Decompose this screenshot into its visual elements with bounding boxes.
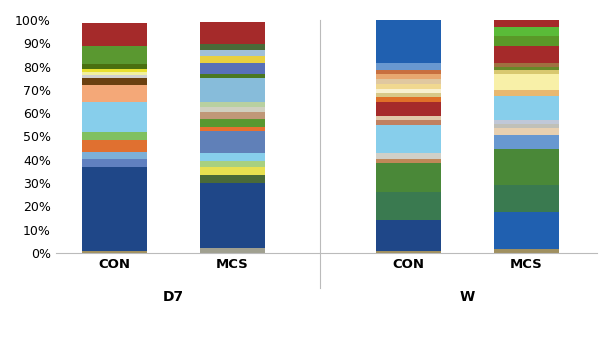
Bar	[200, 131, 264, 153]
Bar	[376, 70, 441, 74]
Bar	[494, 66, 559, 70]
Text: W: W	[460, 290, 475, 304]
Bar	[200, 107, 264, 112]
Bar	[376, 84, 441, 89]
Bar	[82, 85, 147, 102]
Bar	[200, 127, 264, 131]
Bar	[494, 212, 559, 249]
Bar	[200, 112, 264, 119]
Bar	[376, 192, 441, 220]
Bar	[494, 149, 559, 185]
Bar	[200, 153, 264, 161]
Bar	[200, 56, 264, 63]
Bar	[82, 64, 147, 69]
Bar	[200, 44, 264, 50]
Bar	[494, 46, 559, 63]
Bar	[82, 167, 147, 250]
Bar	[82, 46, 147, 64]
Bar	[494, 249, 559, 253]
Bar	[376, 0, 441, 63]
Bar	[376, 153, 441, 159]
Bar	[494, 36, 559, 46]
Bar	[82, 69, 147, 73]
Bar	[200, 63, 264, 74]
Bar	[200, 183, 264, 248]
Bar	[376, 97, 441, 102]
Bar	[376, 79, 441, 84]
Text: D7: D7	[163, 290, 184, 304]
Bar	[494, 90, 559, 96]
Bar	[200, 102, 264, 107]
Bar	[494, 63, 559, 66]
Bar	[82, 73, 147, 75]
Bar	[82, 152, 147, 159]
Bar	[82, 78, 147, 85]
Bar	[494, 74, 559, 90]
Bar	[376, 120, 441, 125]
Bar	[82, 250, 147, 253]
Bar	[200, 74, 264, 78]
Bar	[494, 27, 559, 36]
Bar	[376, 159, 441, 163]
Bar	[200, 167, 264, 175]
Bar	[200, 119, 264, 127]
Bar	[376, 163, 441, 192]
Bar	[376, 102, 441, 115]
Bar	[200, 23, 264, 44]
Bar	[494, 124, 559, 129]
Bar	[494, 129, 559, 135]
Bar	[494, 120, 559, 124]
Bar	[82, 24, 147, 46]
Bar	[82, 159, 147, 167]
Bar	[376, 74, 441, 79]
Bar	[376, 89, 441, 93]
Bar	[376, 93, 441, 97]
Bar	[376, 250, 441, 253]
Bar	[494, 70, 559, 74]
Bar	[82, 132, 147, 140]
Bar	[376, 115, 441, 120]
Bar	[82, 102, 147, 132]
Bar	[494, 135, 559, 149]
Bar	[494, 185, 559, 212]
Bar	[200, 50, 264, 56]
Bar	[494, 8, 559, 27]
Bar	[200, 175, 264, 183]
Bar	[376, 125, 441, 153]
Bar	[376, 220, 441, 250]
Bar	[200, 248, 264, 253]
Bar	[82, 75, 147, 78]
Bar	[200, 161, 264, 167]
Bar	[376, 63, 441, 70]
Bar	[200, 78, 264, 102]
Bar	[82, 140, 147, 152]
Bar	[494, 96, 559, 120]
